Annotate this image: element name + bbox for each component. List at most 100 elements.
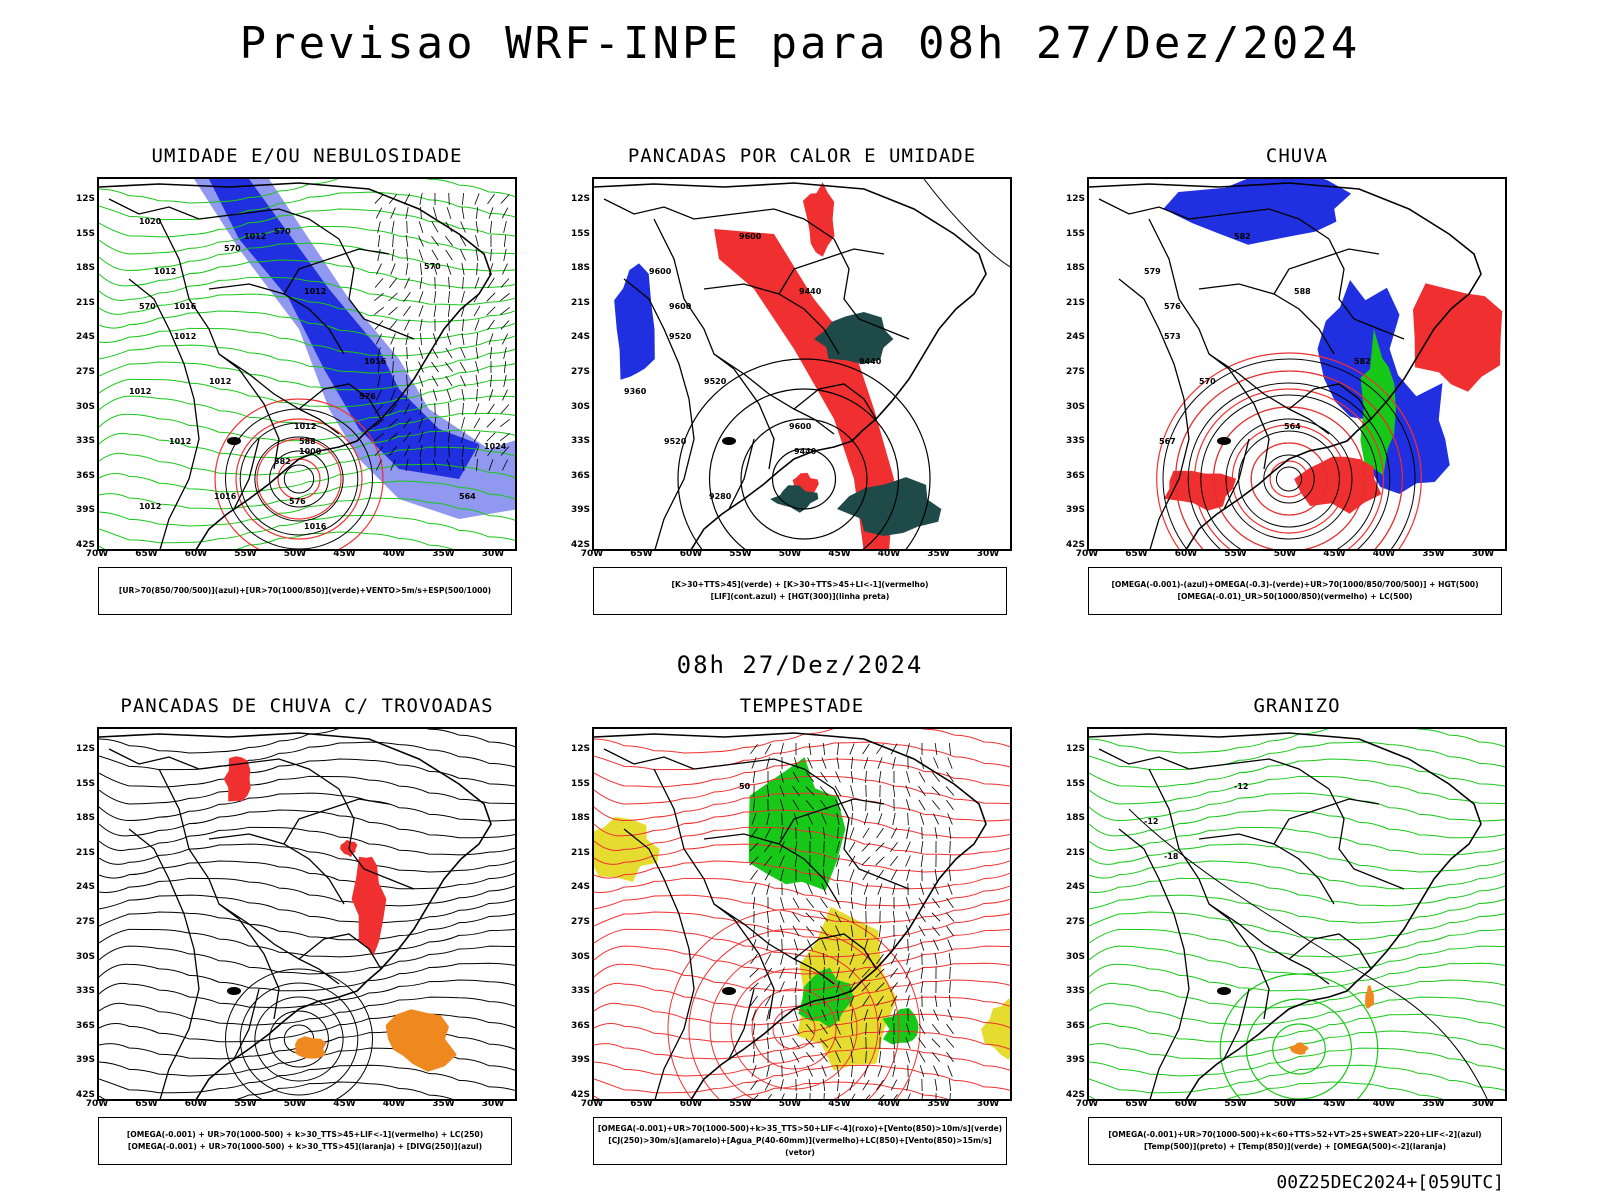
lc250-streamline (99, 843, 515, 873)
wind-vector (878, 1050, 882, 1064)
wind-vector (766, 910, 770, 924)
lc250-streamline (99, 809, 515, 839)
wind-vector (933, 757, 939, 769)
wind-vector (837, 826, 839, 840)
wind-vector (875, 842, 885, 852)
country-border (1198, 833, 1335, 905)
wind-vector (431, 361, 439, 373)
wind-vector (418, 347, 424, 359)
wind-vector (461, 291, 465, 303)
wind-vector (945, 1038, 955, 1048)
wind-vector (933, 813, 939, 825)
temp850-contour (1089, 1081, 1444, 1099)
wind-vector (403, 291, 411, 303)
country-border (338, 788, 415, 890)
country-border (338, 238, 415, 340)
wind-vector (420, 206, 422, 220)
wind-vector (500, 446, 510, 456)
wind-vector (861, 968, 871, 978)
wind-vector (862, 1079, 870, 1091)
wind-vector (947, 883, 953, 895)
wind-vector (918, 911, 926, 923)
wind-vector (934, 743, 938, 755)
wind-vector (461, 389, 465, 401)
wind-vector (890, 953, 898, 965)
wind-vector (862, 827, 870, 839)
contour-label: 9280 (709, 492, 732, 501)
lon-label: 70W (85, 549, 109, 559)
country-border (1273, 248, 1380, 295)
wind-vector (918, 925, 926, 937)
wind-vector (448, 444, 450, 458)
lat-label: 36S (75, 1020, 95, 1031)
temp850-contour (1089, 1064, 1505, 1094)
temp850-contour (1089, 945, 1505, 975)
lon-label: 45W (828, 1099, 851, 1109)
wind-vector (474, 403, 480, 415)
wind-vector (486, 306, 496, 316)
wind-vector (820, 1051, 828, 1063)
lat-label: 33S (1065, 436, 1085, 447)
wind-vector (949, 840, 951, 854)
lat-label: 30S (1065, 951, 1085, 962)
lat-label: 42S (1065, 540, 1085, 550)
legend-line: [OMEGA(-0.001) + UR>70(1000-500) + k>30_… (126, 1130, 484, 1139)
wind-vector (403, 305, 411, 317)
wind-vector (821, 757, 827, 769)
contour-label: 1012 (294, 422, 316, 431)
lc850-contour (594, 1081, 949, 1099)
wind-vector (863, 1009, 869, 1021)
lat-label: 30S (1065, 401, 1085, 412)
lc850-contour (594, 1030, 1010, 1060)
temp850-contour (1089, 996, 1505, 1026)
country-border (238, 918, 280, 1020)
lat-label: 24S (1065, 332, 1085, 343)
wind-vector (875, 856, 885, 866)
lc850-contour (594, 928, 1010, 958)
wind-vector (877, 939, 883, 951)
lat-label: 12S (570, 744, 590, 754)
country-border (1328, 238, 1405, 340)
lat-label: 39S (570, 1055, 590, 1066)
wind-vector (377, 249, 381, 261)
contour-label: -18 (1164, 852, 1179, 861)
lat-label: 12S (75, 744, 95, 754)
wind-vector (920, 841, 924, 853)
wind-vector (780, 1051, 784, 1063)
lon-label: 30W (481, 549, 505, 559)
pressure-contour (239, 422, 359, 536)
wind-vector (821, 1009, 827, 1021)
wind-vector (500, 432, 510, 442)
legend-line: [LIF](cont.azul) + [HGT(300)](linha pret… (710, 592, 890, 601)
lc850-contour (594, 962, 1010, 992)
wind-vector (779, 911, 785, 923)
lat-label: 21S (75, 847, 95, 858)
wind-vector (934, 953, 938, 965)
wind-vector (820, 925, 828, 937)
lon-label: 70W (580, 549, 604, 559)
panel-title-pancadas_trovoadas: PANCADAS DE CHUVA C/ TROVOADAS (120, 695, 494, 717)
wind-vector (779, 855, 785, 867)
wind-vector (781, 1093, 785, 1099)
wind-vector (750, 995, 758, 1007)
country-border (603, 198, 835, 240)
contour-label: 9520 (704, 377, 727, 386)
wind-vector (390, 333, 396, 345)
wind-vector (931, 800, 941, 810)
wind-vector (920, 855, 924, 867)
hgt300-contour (740, 418, 868, 540)
wind-vector (749, 842, 759, 852)
wind-vector (780, 995, 784, 1007)
wind-vector (779, 841, 785, 853)
wind-vector (390, 459, 396, 471)
wind-vector (947, 757, 953, 769)
trovoada-orange (295, 1036, 327, 1059)
wind-vector (837, 1093, 840, 1099)
wind-vector (862, 743, 870, 755)
lc250-streamline (99, 729, 515, 754)
wind-vector (835, 1023, 841, 1035)
lc250-streamline (99, 1064, 515, 1094)
wind-vector (947, 1065, 953, 1077)
wind-vector (419, 262, 423, 276)
country-border (1208, 903, 1330, 985)
